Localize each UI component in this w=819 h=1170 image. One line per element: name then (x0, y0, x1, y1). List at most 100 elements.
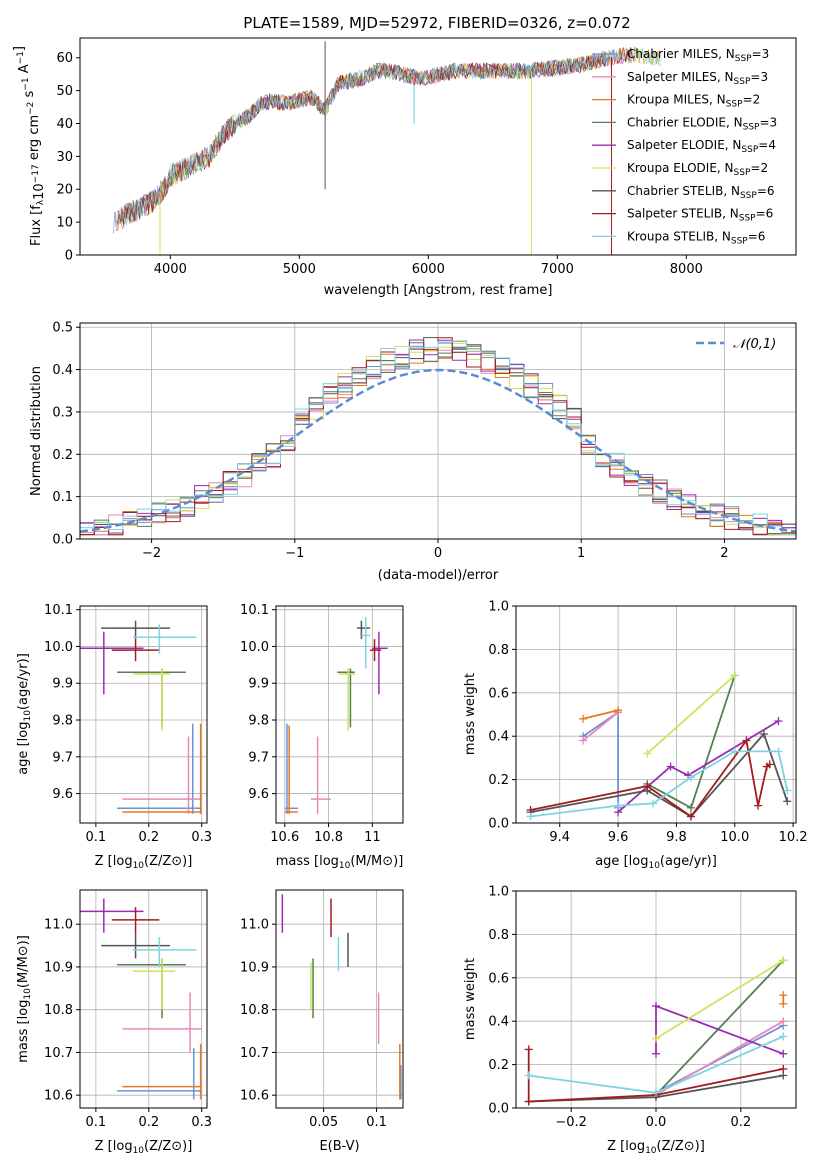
y-axis-label: Flux [fλ10−17 erg cm−2 s−1 A−1] (12, 46, 47, 246)
x-axis-label: E(B-V) (319, 1139, 359, 1154)
y-tick-label: 10.0 (240, 640, 269, 655)
y-tick-label: 10.1 (240, 603, 269, 618)
y-tick-label: 9.7 (248, 750, 269, 765)
x-axis-label: Z [log10(Z/Z⊙)] (95, 1139, 193, 1156)
series-line (582, 711, 619, 742)
x-tick-label: 7000 (541, 262, 574, 277)
x-tick-label: −1 (285, 546, 304, 561)
plot-area (284, 617, 388, 814)
y-tick-label: 10.6 (44, 1089, 73, 1104)
legend-entry: Salpeter MILES, NSSP=3 (627, 70, 768, 87)
y-tick-label: 0.5 (52, 321, 73, 336)
y-tick-label: 9.6 (248, 787, 269, 802)
y-axis-label: Normed distribution (29, 366, 44, 496)
axes-frame (275, 889, 404, 1109)
x-tick-label: 0.1 (86, 1115, 107, 1130)
legend-entry: Kroupa MILES, NSSP=2 (627, 93, 760, 110)
y-tick-label: 10.7 (44, 1046, 73, 1061)
legend-entry: Salpeter STELIB, NSSP=6 (627, 207, 773, 224)
x-tick-label: 2 (720, 546, 728, 561)
series-line (646, 674, 736, 755)
x-tick-label: 6000 (412, 262, 445, 277)
y-tick-label: 10.7 (240, 1046, 269, 1061)
x-tick-label: 0.2 (138, 1115, 159, 1130)
y-tick-label: 20 (56, 183, 73, 198)
y-tick-label: 10.6 (240, 1089, 269, 1104)
y-tick-label: 0.2 (488, 1058, 509, 1073)
y-tick-label: 0.1 (52, 490, 73, 505)
x-tick-label: 9.6 (608, 830, 629, 845)
y-tick-label: 0.8 (488, 643, 509, 658)
axes-age-vs-Z: 0.1 0.2 0.3 9.6 9.7 9.8 9.9 10.0 10.1 Z [log10(Z/… (16, 603, 212, 871)
y-tick-label: 10 (56, 216, 73, 231)
y-tick-label: 0.0 (488, 817, 509, 832)
axes-mass-vs-ebv: 0.05 0.1 10.6 10.7 10.8 10.9 11.0 E(B-V) (240, 889, 404, 1154)
x-tick-label: 4000 (154, 262, 187, 277)
plot-area (524, 956, 788, 1106)
x-tick-label: 1 (577, 546, 585, 561)
x-tick-label: 0.1 (366, 1115, 387, 1130)
axes-frame (79, 889, 208, 1109)
series-line (582, 709, 619, 720)
spectrum-line (121, 46, 661, 226)
y-tick-label: 10.9 (240, 960, 269, 975)
y-tick-label: 10.8 (240, 1003, 269, 1018)
x-axis-label: Z [log10(Z/Z⊙)] (95, 854, 193, 871)
x-tick-label: 5000 (283, 262, 316, 277)
y-axis-label: mass weight (463, 673, 478, 755)
axes-frame (79, 605, 208, 824)
y-tick-label: 11.0 (44, 918, 73, 933)
x-axis-label: (data-model)/error (378, 568, 499, 583)
plot-area (80, 337, 796, 536)
x-axis-label: wavelength [Angstrom, rest frame] (324, 283, 553, 298)
y-tick-label: 0 (65, 249, 73, 264)
x-tick-label: 0 (434, 546, 442, 561)
x-tick-label: 0.3 (191, 1115, 212, 1130)
y-tick-label: 9.9 (52, 677, 73, 692)
legend-entry: 𝒩(0,1) (733, 337, 776, 352)
legend: 𝒩(0,1) (696, 337, 776, 352)
normal-curve (80, 368, 796, 533)
legend-entry: Chabrier ELODIE, NSSP=3 (627, 115, 777, 132)
x-tick-label: 10.6 (270, 830, 299, 845)
y-tick-label: 11.0 (240, 918, 269, 933)
x-tick-label: 0.1 (86, 830, 107, 845)
x-tick-label: −0.2 (555, 1115, 587, 1130)
y-tick-label: 0.2 (52, 448, 73, 463)
plot-area (80, 898, 202, 1100)
x-tick-label: −2 (142, 546, 161, 561)
y-tick-label: 0.6 (488, 971, 509, 986)
x-tick-label: 10.2 (779, 830, 808, 845)
y-tick-label: 10.1 (44, 603, 73, 618)
legend: Chabrier MILES, NSSP=3 Salpeter MILES, NS… (592, 47, 777, 246)
x-tick-label: 0.2 (731, 1115, 752, 1130)
x-tick-label: 10.0 (720, 830, 749, 845)
axes-spectrum: 4000 5000 6000 7000 8000 0 10 20 30 40 50 60 Flux [f… (12, 37, 797, 298)
y-tick-label: 1.0 (488, 885, 509, 900)
x-tick-label: 0.0 (646, 1115, 667, 1130)
y-tick-label: 50 (56, 84, 73, 99)
plot-area (526, 671, 792, 821)
axes-frame (515, 605, 797, 824)
plot-area (80, 620, 202, 814)
histogram-step (80, 337, 796, 536)
y-tick-label: 0.0 (488, 1102, 509, 1117)
x-tick-label: 9.8 (666, 830, 687, 845)
y-tick-label: 9.8 (248, 714, 269, 729)
y-tick-label: 0.6 (488, 686, 509, 701)
y-tick-label: 0.4 (52, 363, 73, 378)
y-tick-label: 40 (56, 117, 73, 132)
x-tick-label: 10.8 (314, 830, 343, 845)
x-tick-label: 0.05 (309, 1115, 338, 1130)
y-tick-label: 9.6 (52, 787, 73, 802)
axes-frame (275, 605, 404, 824)
y-tick-label: 10.8 (44, 1003, 73, 1018)
legend-entry: Chabrier MILES, NSSP=3 (627, 47, 769, 64)
x-axis-label: age [log10(age/yr)] (595, 854, 717, 871)
legend-entry: Kroupa ELODIE, NSSP=2 (627, 161, 768, 178)
y-tick-label: 0.2 (488, 773, 509, 788)
axes-frame (79, 37, 797, 256)
x-tick-label: 0.3 (191, 830, 212, 845)
y-tick-label: 9.9 (248, 677, 269, 692)
y-tick-label: 0.8 (488, 928, 509, 943)
